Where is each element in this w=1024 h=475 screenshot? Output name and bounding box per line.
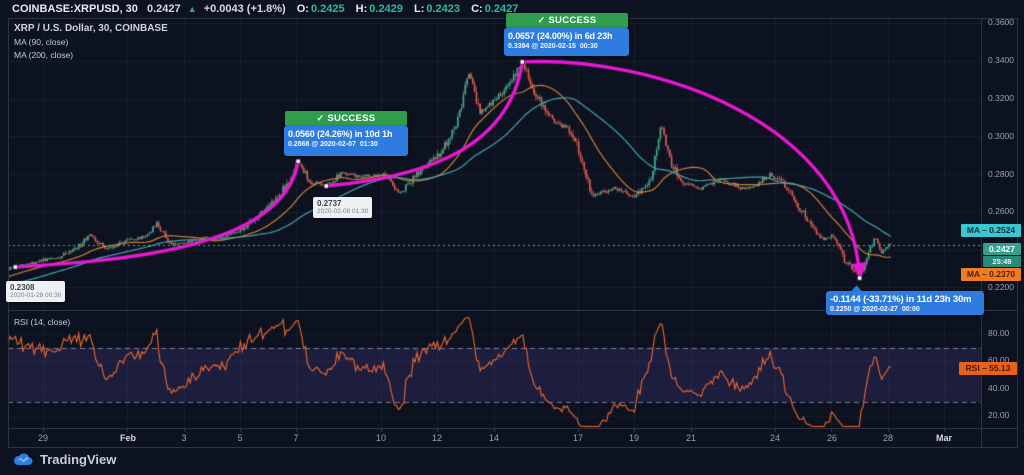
price-tick: 0.2200 bbox=[988, 282, 1014, 292]
time-tick: 5 bbox=[237, 433, 243, 443]
rsi-tick: 60.00 bbox=[988, 355, 1010, 365]
price-tick: 0.3400 bbox=[988, 55, 1014, 65]
point-2-price: 0.2737 bbox=[317, 199, 342, 208]
time-tick: 29 bbox=[37, 433, 49, 443]
price-tick: 0.3200 bbox=[988, 93, 1014, 103]
success-badge-2-label: SUCCESS bbox=[548, 15, 597, 26]
move-2-change: 0.0657 (24.00%) in 6d 23h bbox=[508, 31, 613, 41]
move-1-change: 0.0560 (24.26%) in 10d 1h bbox=[288, 129, 393, 139]
legend-ma90[interactable]: MA (90, close) bbox=[14, 37, 69, 47]
point-1-date: 2020-01-28 00:30 bbox=[10, 292, 62, 299]
success-badge-1[interactable]: ✓ SUCCESS bbox=[285, 111, 407, 126]
time-tick: Mar bbox=[935, 433, 953, 443]
time-tick: 10 bbox=[375, 433, 387, 443]
move-info-box-1[interactable]: 0.0560 (24.26%) in 10d 1h 0.2868 @ 2020-… bbox=[284, 126, 408, 156]
decline-info-box[interactable]: -0.1144 (-33.71%) in 11d 23h 30m 0.2250 … bbox=[826, 291, 984, 315]
check-icon: ✓ bbox=[537, 15, 546, 25]
price-tick: 0.2800 bbox=[988, 169, 1014, 179]
chart-frame bbox=[8, 18, 1018, 448]
move-info-box-2[interactable]: 0.0657 (24.00%) in 6d 23h 0.3394 @ 2020-… bbox=[504, 28, 629, 56]
pane-divider[interactable] bbox=[8, 310, 1018, 311]
tradingview-cloud-icon bbox=[12, 452, 34, 467]
time-axis-separator bbox=[8, 428, 1018, 429]
decline-target: 0.2250 @ 2020-02-27 00:00 bbox=[830, 306, 920, 313]
legend-ma200[interactable]: MA (200, close) bbox=[14, 50, 74, 60]
time-tick: 19 bbox=[628, 433, 640, 443]
move-1-target: 0.2868 @ 2020-02-07 01:30 bbox=[288, 141, 378, 148]
check-icon: ✓ bbox=[316, 113, 325, 123]
time-tick: 28 bbox=[882, 433, 894, 443]
decline-change: -0.1144 (-33.71%) in 11d 23h 30m bbox=[830, 294, 972, 305]
time-tick: 3 bbox=[181, 433, 187, 443]
rsi-tick: 20.00 bbox=[988, 410, 1010, 420]
time-tick: Feb bbox=[119, 433, 137, 443]
bar-countdown-label: 25:49 bbox=[983, 256, 1021, 267]
rsi-tick: 40.00 bbox=[988, 383, 1010, 393]
time-tick: 21 bbox=[685, 433, 697, 443]
rsi-value-axis-label: RSI – 55.13 bbox=[959, 362, 1017, 375]
point-2-date: 2020-02-08 01:30 bbox=[317, 208, 369, 215]
time-tick: 7 bbox=[293, 433, 299, 443]
price-tick: 0.3600 bbox=[988, 17, 1014, 27]
success-badge-2[interactable]: ✓ SUCCESS bbox=[506, 13, 628, 28]
time-tick: 26 bbox=[826, 433, 838, 443]
price-tick: 0.2600 bbox=[988, 206, 1014, 216]
point-tooltip-1[interactable]: 0.2308 2020-01-28 00:30 bbox=[6, 281, 66, 302]
time-tick: 12 bbox=[431, 433, 443, 443]
rsi-tick: 80.00 bbox=[988, 328, 1010, 338]
price-tick: 0.3000 bbox=[988, 131, 1014, 141]
tradingview-logo[interactable]: TradingView bbox=[12, 452, 116, 467]
last-price-axis-label: 0.2427 bbox=[983, 243, 1021, 255]
chart-legend: XRP / U.S. Dollar, 30, COINBASE MA (90, … bbox=[14, 23, 168, 60]
time-tick: 24 bbox=[769, 433, 781, 443]
rsi-legend[interactable]: RSI (14, close) bbox=[14, 317, 71, 327]
time-tick: 17 bbox=[572, 433, 584, 443]
point-tooltip-2[interactable]: 0.2737 2020-02-08 01:30 bbox=[313, 197, 373, 218]
point-1-price: 0.2308 bbox=[10, 283, 35, 292]
legend-title[interactable]: XRP / U.S. Dollar, 30, COINBASE bbox=[14, 23, 168, 34]
success-badge-1-label: SUCCESS bbox=[327, 113, 376, 124]
time-tick: 14 bbox=[488, 433, 500, 443]
move-2-target: 0.3394 @ 2020-02-15 00:30 bbox=[508, 43, 598, 50]
tradingview-logo-text: TradingView bbox=[40, 452, 117, 467]
ma200-axis-label: MA – 0.2524 bbox=[961, 224, 1021, 237]
price-chart-canvas[interactable] bbox=[0, 0, 1024, 450]
ma90-axis-label: MA – 0.2370 bbox=[961, 268, 1021, 281]
